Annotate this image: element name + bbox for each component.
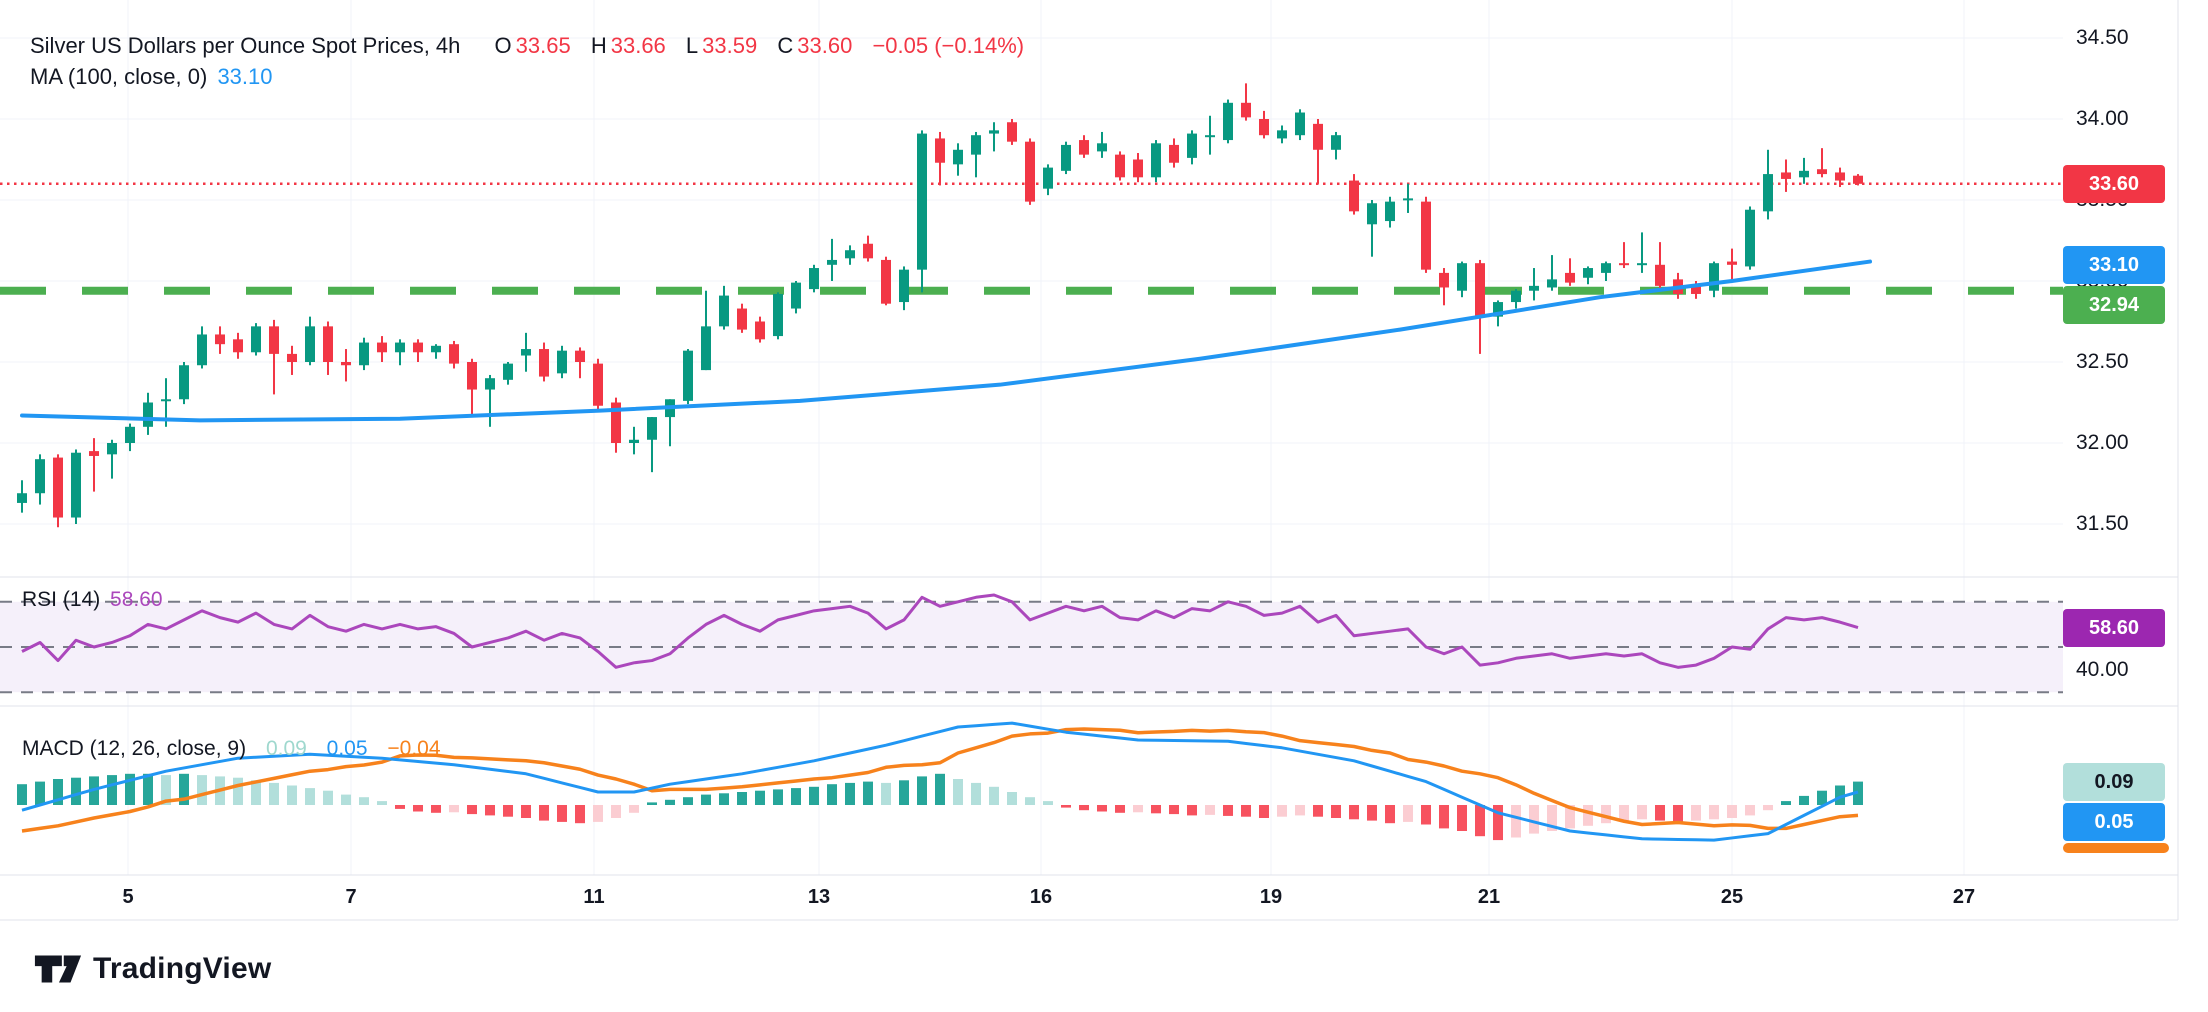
macd-badge-0.09: 0.09 <box>2063 762 2165 801</box>
tradingview-logo-icon <box>34 955 82 983</box>
ma-legend-row: MA (100, close, 0) 33.10 <box>30 61 1024 92</box>
macd-line-value: 0.05 <box>326 737 368 760</box>
macd-badge-0.05: 0.05 <box>2063 802 2165 841</box>
low-label: L <box>685 33 699 58</box>
macd-indicator-label[interactable]: MACD (12, 26, close, 9) <box>22 737 247 760</box>
high-label: H <box>590 33 607 58</box>
price-badge-33.60: 33.60 <box>2063 164 2165 203</box>
tradingview-logo-text: TradingView <box>93 952 272 985</box>
time-label-13: 13 <box>807 886 831 908</box>
ma-indicator-value: 33.10 <box>217 64 273 89</box>
price-tick: 34.50 <box>2076 26 2129 49</box>
change-value: −0.05 (−0.14%) <box>872 33 1025 58</box>
ma-indicator-label[interactable]: MA (100, close, 0) <box>30 64 208 89</box>
macd-signal-strip <box>2063 842 2169 853</box>
time-label-21: 21 <box>1477 886 1501 908</box>
price-tick: 31.50 <box>2076 512 2129 535</box>
open-label: O <box>494 33 512 58</box>
close-value: 33.60 <box>797 33 853 58</box>
price-tick: 32.00 <box>2076 431 2129 454</box>
time-label-25: 25 <box>1720 886 1744 908</box>
time-label-7: 7 <box>345 886 357 908</box>
symbol-ohlc-row: Silver US Dollars per Ounce Spot Prices,… <box>30 30 1024 61</box>
rsi-tick: 40.00 <box>2076 657 2129 681</box>
time-label-5: 5 <box>122 886 134 908</box>
rsi-indicator-value: 58.60 <box>110 588 163 611</box>
price-badge-33.10: 33.10 <box>2063 245 2165 284</box>
rsi-legend: RSI (14) 58.60 <box>22 588 163 612</box>
rsi-indicator-label[interactable]: RSI (14) <box>22 588 101 611</box>
price-badge-32.94: 32.94 <box>2063 285 2165 324</box>
tradingview-logo[interactable]: TradingView <box>33 948 271 990</box>
macd-hist-value: 0.09 <box>265 737 307 760</box>
open-value: 33.65 <box>515 33 571 58</box>
symbol-title[interactable]: Silver US Dollars per Ounce Spot Prices,… <box>30 33 461 58</box>
time-label-27: 27 <box>1952 886 1976 908</box>
time-label-19: 19 <box>1259 886 1283 908</box>
low-value: 33.59 <box>702 33 758 58</box>
rsi-badge: 58.60 <box>2063 608 2165 647</box>
macd-signal-value: −0.04 <box>387 737 441 760</box>
time-label-11: 11 <box>583 886 605 908</box>
price-tick: 32.50 <box>2076 350 2129 373</box>
time-label-16: 16 <box>1029 886 1053 908</box>
price-tick: 34.00 <box>2076 107 2129 130</box>
close-label: C <box>777 33 794 58</box>
macd-legend: MACD (12, 26, close, 9) 0.09 0.05 −0.04 <box>22 737 441 761</box>
high-value: 33.66 <box>610 33 666 58</box>
chart-legend: Silver US Dollars per Ounce Spot Prices,… <box>30 30 1024 92</box>
